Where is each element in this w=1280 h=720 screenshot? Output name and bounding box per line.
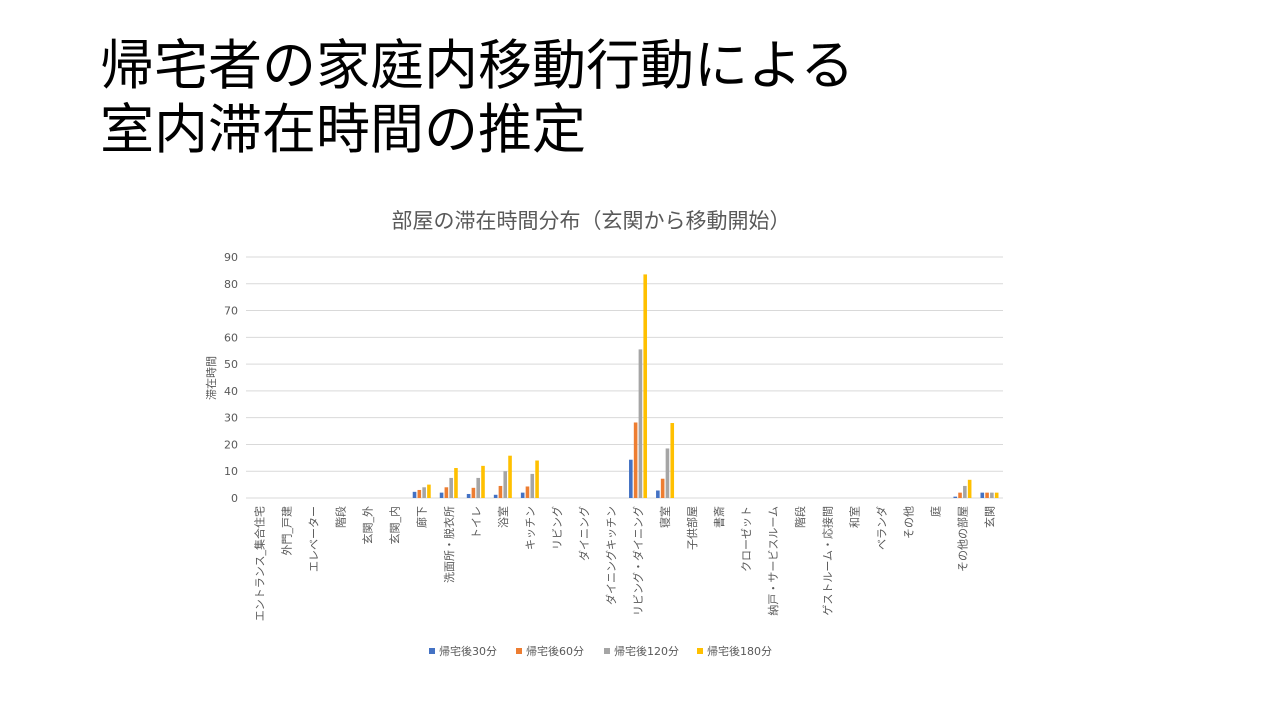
bar	[498, 485, 503, 498]
bar	[525, 486, 530, 498]
x-category-label: 廊下	[415, 506, 429, 528]
x-category-label: 和室	[847, 506, 861, 528]
bar	[535, 460, 539, 498]
bar	[439, 492, 444, 498]
bar	[427, 484, 431, 498]
legend-swatch	[697, 648, 703, 654]
x-category-label: 納戸・サービスルーム	[767, 506, 780, 616]
x-category-label: ダイニングキッチン	[604, 506, 618, 605]
legend-swatch	[429, 648, 435, 654]
bar	[660, 478, 665, 498]
bar	[508, 455, 512, 498]
x-category-label: その他	[902, 506, 915, 539]
legend-swatch	[604, 648, 610, 654]
bar	[493, 494, 498, 498]
slide-title-line-2: 室内滞在時間の推定	[100, 98, 586, 161]
x-category-label: 洗面所・脱衣所	[442, 506, 456, 583]
y-tick-label: 60	[224, 331, 238, 344]
legend-item: 帰宅後30分	[429, 644, 497, 658]
legend-label: 帰宅後60分	[526, 644, 584, 658]
x-category-label: エレベーター	[308, 506, 321, 572]
y-tick-label: 90	[224, 251, 238, 264]
bar-series	[412, 274, 999, 498]
x-category-label: リビング	[550, 506, 564, 550]
bar	[454, 468, 458, 498]
bar	[994, 492, 999, 498]
y-tick-label: 70	[224, 305, 238, 318]
x-category-label: 玄関_内	[388, 506, 402, 545]
slide-title-line-1: 帰宅者の家庭内移動行動による	[100, 34, 855, 97]
y-axis-ticks: 0 10 20 30 40 50 60 70 80 90	[224, 251, 238, 505]
x-category-label: 子供部屋	[685, 506, 699, 550]
x-category-label: ゲストルーム・応接間	[820, 506, 834, 616]
bar	[656, 490, 660, 498]
x-category-label: ダイニング	[577, 506, 591, 561]
legend: 帰宅後30分 帰宅後60分 帰宅後120分 帰宅後180分	[429, 644, 772, 658]
x-category-label: 階段	[334, 506, 348, 528]
y-tick-label: 20	[224, 438, 238, 451]
bar	[953, 496, 958, 498]
x-category-label: 寝室	[658, 506, 672, 528]
x-category-label: ベランダ	[874, 506, 888, 550]
legend-label: 帰宅後180分	[707, 644, 772, 658]
chart-title: 部屋の滞在時間分布（玄関から移動開始）	[392, 209, 791, 233]
x-category-label: 浴室	[496, 506, 510, 528]
bar	[643, 274, 648, 498]
legend-label: 帰宅後120分	[614, 644, 679, 658]
x-category-label: 書斎	[712, 506, 726, 528]
bar	[471, 487, 476, 498]
bar	[638, 349, 643, 498]
bar	[985, 492, 989, 498]
bar	[476, 477, 481, 498]
bar	[665, 448, 670, 498]
bar	[967, 479, 972, 498]
x-category-label: キッチン	[524, 506, 537, 550]
bar	[481, 465, 485, 498]
bar	[422, 487, 426, 498]
y-tick-label: 80	[224, 278, 238, 291]
y-axis-label: 滞在時間	[205, 356, 218, 400]
y-tick-label: 0	[231, 492, 238, 505]
x-category-label: リビング・ダイニング	[631, 506, 645, 616]
bar	[633, 422, 638, 498]
bar	[980, 492, 985, 498]
x-axis-categories: エントランス_集合住宅 外門_戸建 エレベーター 階段 玄関_外 玄関_内 廊下 洗面所・脱衣…	[253, 506, 997, 621]
y-tick-label: 50	[224, 358, 238, 371]
x-category-label: 玄関_外	[361, 506, 375, 545]
gridlines	[246, 256, 1003, 499]
legend-swatch	[516, 648, 522, 654]
legend-item: 帰宅後180分	[697, 644, 772, 658]
x-category-label: 玄関	[982, 506, 996, 528]
legend-item: 帰宅後60分	[516, 644, 584, 658]
y-tick-label: 40	[224, 385, 238, 398]
bar	[520, 492, 525, 498]
bar	[417, 489, 422, 498]
x-category-label: トイレ	[470, 506, 483, 539]
slide-title: 帰宅者の家庭内移動行動による 室内滞在時間の推定	[100, 34, 854, 162]
x-category-label: クローゼット	[740, 506, 753, 572]
bar	[990, 492, 994, 498]
legend-item: 帰宅後120分	[604, 644, 679, 658]
bar	[466, 493, 471, 498]
x-category-label: 階段	[793, 506, 807, 528]
bar	[449, 477, 453, 498]
y-tick-label: 10	[224, 465, 238, 478]
bar	[629, 459, 633, 498]
bar	[530, 473, 535, 498]
y-tick-label: 30	[224, 412, 238, 425]
bar	[412, 491, 417, 498]
x-category-label: 庭	[928, 506, 942, 517]
legend-label: 帰宅後30分	[439, 644, 497, 658]
x-category-label: 外門_戸建	[280, 506, 294, 556]
bar	[963, 485, 967, 498]
bar	[958, 492, 962, 498]
bar	[444, 487, 449, 498]
x-category-label: その他の部屋	[955, 506, 969, 572]
x-category-label: エントランス_集合住宅	[253, 506, 267, 621]
bar	[670, 423, 675, 498]
bar	[503, 471, 508, 498]
